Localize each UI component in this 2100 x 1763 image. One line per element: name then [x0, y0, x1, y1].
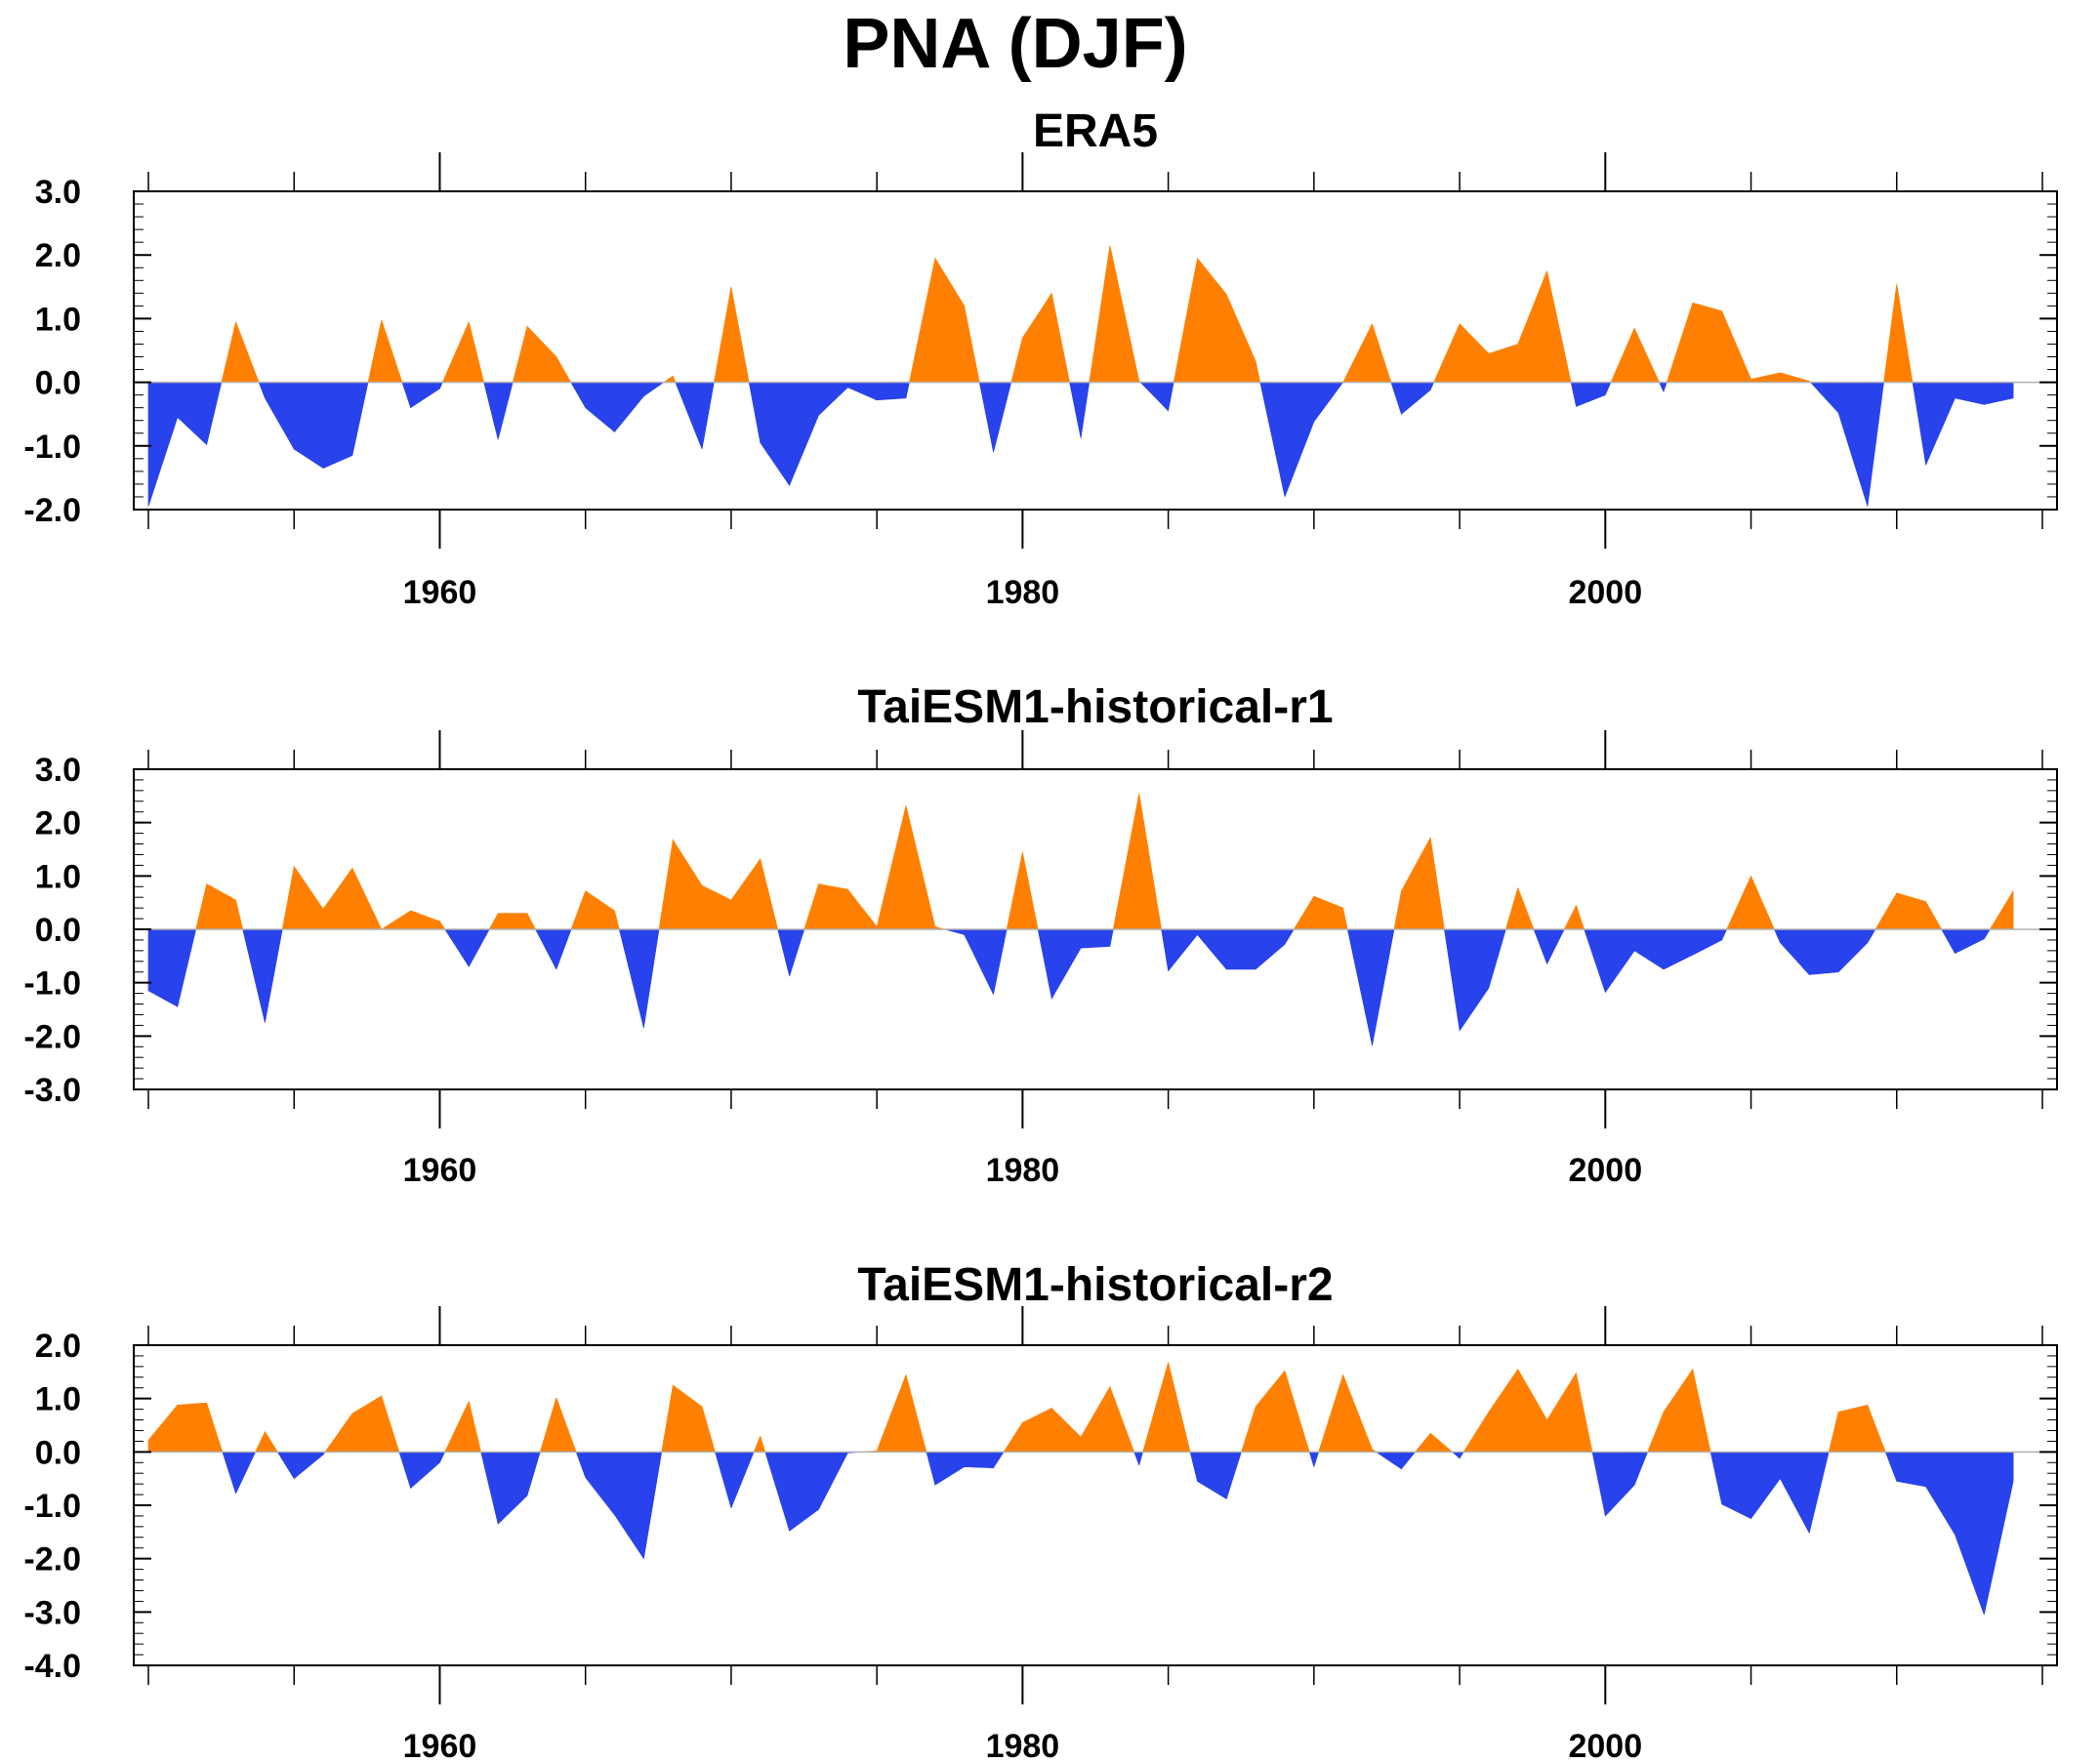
plot-frame	[133, 190, 2058, 511]
x-tick-label: 1980	[986, 1728, 1060, 1763]
y-tick-label: 1.0	[35, 301, 81, 338]
x-tick-label: 2000	[1568, 574, 1642, 611]
y-tick-label: 2.0	[35, 805, 81, 842]
y-tick-label: 0.0	[35, 912, 81, 949]
panel-title: ERA5	[1033, 105, 1158, 157]
y-tick-label: -1.0	[23, 1488, 81, 1525]
x-tick-label: 1960	[403, 1728, 477, 1763]
plot-frame	[133, 1344, 2058, 1666]
y-tick-label: 3.0	[35, 752, 81, 789]
negative-area	[147, 928, 1991, 1046]
y-tick-label: -1.0	[23, 429, 81, 466]
x-tick-label: 1960	[403, 574, 477, 611]
y-tick-label: 0.0	[35, 365, 81, 402]
y-tick-label: 1.0	[35, 858, 81, 895]
page-title: PNA (DJF)	[843, 5, 1188, 83]
y-tick-label: -3.0	[23, 1072, 81, 1109]
y-tick-label: -4.0	[23, 1648, 81, 1685]
y-tick-label: 3.0	[35, 174, 81, 211]
panel-taiesm1-r1: TaiESM1-historical-r1 -3.0 -2.0 -1.0 0.0 1.0 2…	[23, 681, 2058, 1189]
x-tick-label: 2000	[1568, 1728, 1642, 1763]
x-tick-label: 1960	[403, 1152, 477, 1189]
y-tick-label: 1.0	[35, 1381, 81, 1418]
x-tick-label: 1980	[986, 1152, 1060, 1189]
y-tick-label: 2.0	[35, 237, 81, 274]
y-tick-label: 2.0	[35, 1328, 81, 1365]
y-tick-label: -1.0	[23, 965, 81, 1003]
x-tick-label: 2000	[1568, 1152, 1642, 1189]
positive-area	[147, 1362, 1886, 1453]
y-tick-label: -2.0	[23, 1018, 81, 1055]
positive-area	[221, 245, 1914, 383]
y-tick-label: -3.0	[23, 1594, 81, 1631]
panel-title: TaiESM1-historical-r2	[857, 1259, 1333, 1311]
negative-area	[222, 1452, 2014, 1616]
panel-title: TaiESM1-historical-r1	[857, 681, 1333, 733]
y-tick-label: -2.0	[23, 492, 81, 529]
panel-taiesm1-r2: TaiESM1-historical-r2 -4.0 -3.0 -2.0 -1.0 0.0…	[23, 1259, 2058, 1763]
y-tick-label: -2.0	[23, 1541, 81, 1578]
panel-era5: ERA5 -2.0 -1.0 0.0 1.0 2.0 3.0 1960 1980 2000	[23, 105, 2058, 611]
positive-area	[195, 793, 2014, 930]
x-tick-label: 1980	[986, 574, 1060, 611]
negative-area	[147, 382, 2014, 507]
y-tick-label: 0.0	[35, 1434, 81, 1471]
